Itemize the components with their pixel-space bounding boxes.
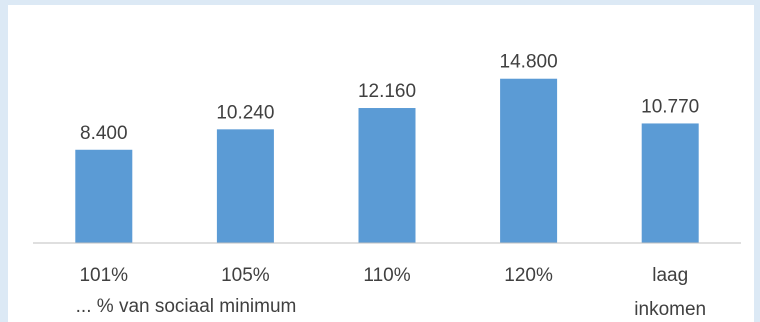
tick-labels-group: 101% 105% 110% 120% laag inkomen — [79, 265, 706, 320]
value-label-0: 8.400 — [80, 123, 128, 144]
bar-4 — [641, 123, 699, 243]
value-label-4: 10.770 — [641, 96, 699, 117]
value-label-2: 12.160 — [358, 81, 416, 102]
tick-label-1: 105% — [221, 265, 270, 286]
value-label-1: 10.240 — [216, 102, 274, 123]
tick-label-4-line-1: inkomen — [634, 299, 706, 320]
chart-frame: 8.400 10.240 12.160 14.800 10.770 101% 105% 11… — [8, 5, 754, 322]
bar-3 — [500, 78, 558, 243]
tick-label-4-line-0: laag — [652, 265, 688, 286]
x-axis-title: ... % van sociaal minimum — [76, 296, 297, 317]
tick-label-2: 110% — [363, 265, 410, 286]
bar-0 — [75, 149, 133, 243]
tick-label-0: 101% — [79, 265, 128, 286]
bar-2 — [358, 108, 416, 243]
tick-label-3: 120% — [504, 265, 553, 286]
bar-1 — [216, 129, 274, 243]
value-label-3: 14.800 — [500, 52, 558, 73]
bar-chart: 8.400 10.240 12.160 14.800 10.770 101% 105% 11… — [33, 52, 741, 320]
value-labels-group: 8.400 10.240 12.160 14.800 10.770 — [80, 52, 699, 144]
bars-group — [75, 78, 699, 243]
